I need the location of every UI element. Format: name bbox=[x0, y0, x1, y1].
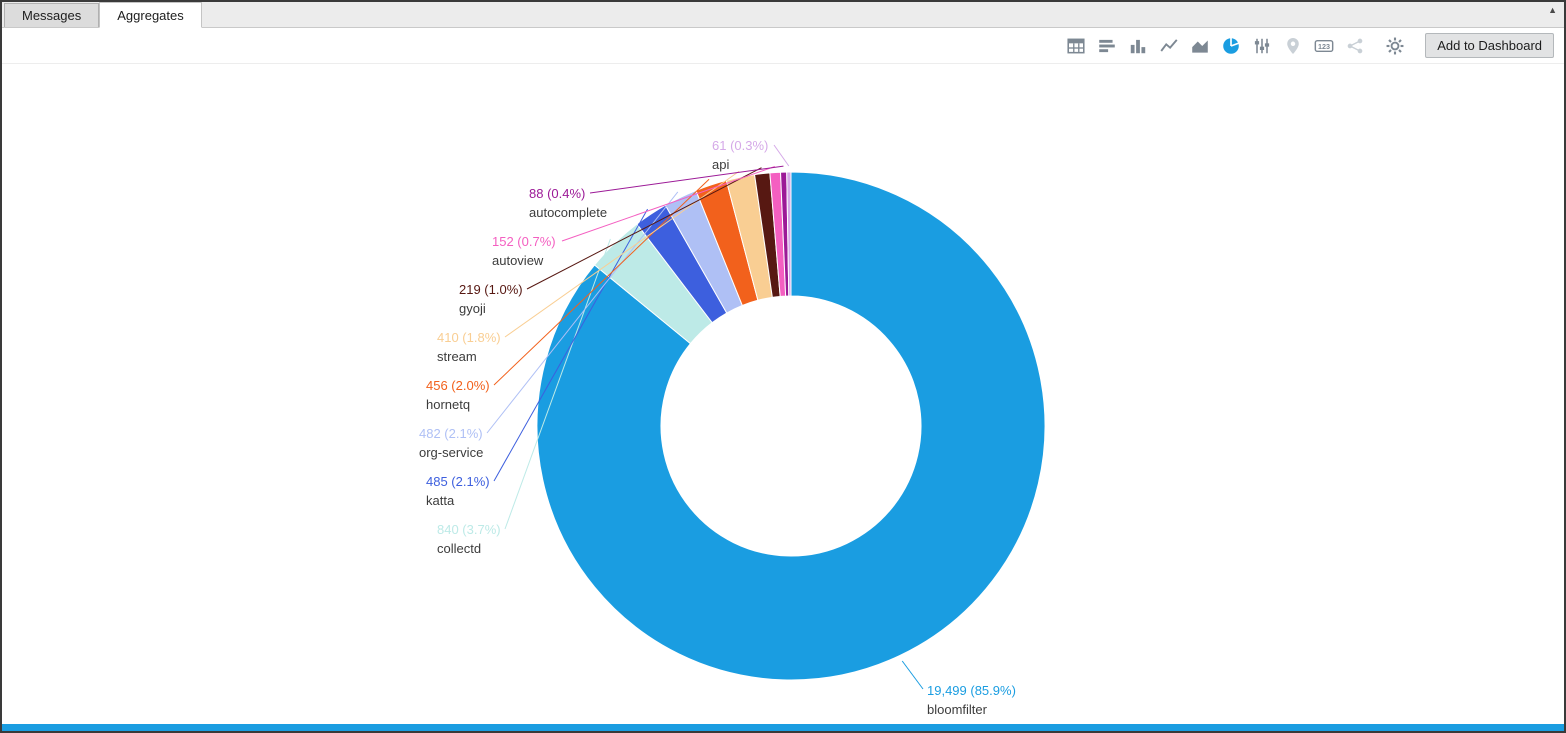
slice-name: stream bbox=[437, 349, 477, 364]
slice-label-api: 61 (0.3%) api bbox=[712, 136, 768, 174]
settings-sliders-icon[interactable] bbox=[1252, 36, 1272, 56]
slice-value: 152 (0.7%) bbox=[492, 234, 556, 249]
line-chart-icon[interactable] bbox=[1159, 36, 1179, 56]
slice-value: 485 (2.1%) bbox=[426, 474, 490, 489]
pie-chart-icon[interactable] bbox=[1221, 36, 1241, 56]
area-chart-icon[interactable] bbox=[1190, 36, 1210, 56]
flow-icon bbox=[1347, 38, 1363, 53]
numbers-123-text: 123 bbox=[1318, 41, 1330, 50]
bottom-accent-bar bbox=[2, 724, 1564, 731]
column-chart-icon[interactable] bbox=[1128, 36, 1148, 56]
leader-line-bloomfilter bbox=[901, 660, 924, 690]
slice-value: 219 (1.0%) bbox=[459, 282, 523, 297]
slice-name: org-service bbox=[419, 445, 484, 460]
slice-name: hornetq bbox=[426, 397, 471, 412]
slice-value: 19,499 (85.9%) bbox=[927, 683, 1016, 698]
tab-aggregates[interactable]: Aggregates bbox=[99, 2, 202, 28]
slice-name: autocomplete bbox=[529, 205, 608, 220]
slice-value: 482 (2.1%) bbox=[419, 426, 483, 441]
numbers-123-icon[interactable]: 123 bbox=[1314, 36, 1334, 56]
leader-line-api bbox=[773, 144, 790, 167]
tab-aggregates-label: Aggregates bbox=[117, 7, 184, 23]
slice-name: collectd bbox=[437, 541, 482, 556]
chart-toolbar: 123 Add to Dashboard bbox=[2, 28, 1564, 64]
gear-icon[interactable] bbox=[1385, 36, 1405, 56]
tab-bar: Messages Aggregates ▲ bbox=[2, 2, 1564, 28]
add-to-dashboard-button[interactable]: Add to Dashboard bbox=[1425, 33, 1554, 58]
slice-label-gyoji: 219 (1.0%) gyoji bbox=[459, 280, 523, 318]
slice-label-autocomplete: 88 (0.4%) autocomplete bbox=[529, 184, 607, 222]
tab-messages[interactable]: Messages bbox=[4, 3, 100, 27]
slice-label-collectd: 840 (3.7%) collectd bbox=[437, 520, 501, 558]
slice-value: 61 (0.3%) bbox=[712, 138, 769, 153]
tab-messages-label: Messages bbox=[22, 8, 82, 23]
slice-value: 410 (1.8%) bbox=[437, 330, 501, 345]
scroll-up-icon[interactable]: ▲ bbox=[1548, 5, 1557, 15]
horizontal-bars-icon[interactable] bbox=[1097, 36, 1117, 56]
slice-name: bloomfilter bbox=[927, 702, 987, 717]
slice-label-hornetq: 456 (2.0%) hornetq bbox=[426, 376, 490, 414]
slice-name: gyoji bbox=[459, 301, 486, 316]
slice-value: 840 (3.7%) bbox=[437, 522, 501, 537]
slice-value: 456 (2.0%) bbox=[426, 378, 490, 393]
map-pin-icon bbox=[1287, 37, 1299, 54]
slice-label-katta: 485 (2.1%) katta bbox=[426, 472, 490, 510]
slice-label-bloomfilter: 19,499 (85.9%) bloomfilter bbox=[927, 681, 1016, 719]
slice-label-org-service: 482 (2.1%) org-service bbox=[419, 424, 483, 462]
table-icon[interactable] bbox=[1066, 36, 1086, 56]
slice-label-stream: 410 (1.8%) stream bbox=[437, 328, 501, 366]
slice-value: 88 (0.4%) bbox=[529, 186, 586, 201]
donut-slice-api[interactable] bbox=[786, 171, 792, 297]
slice-label-autoview: 152 (0.7%) autoview bbox=[492, 232, 556, 270]
slice-name: api bbox=[712, 157, 730, 172]
slice-name: katta bbox=[426, 493, 455, 508]
slice-name: autoview bbox=[492, 253, 544, 268]
